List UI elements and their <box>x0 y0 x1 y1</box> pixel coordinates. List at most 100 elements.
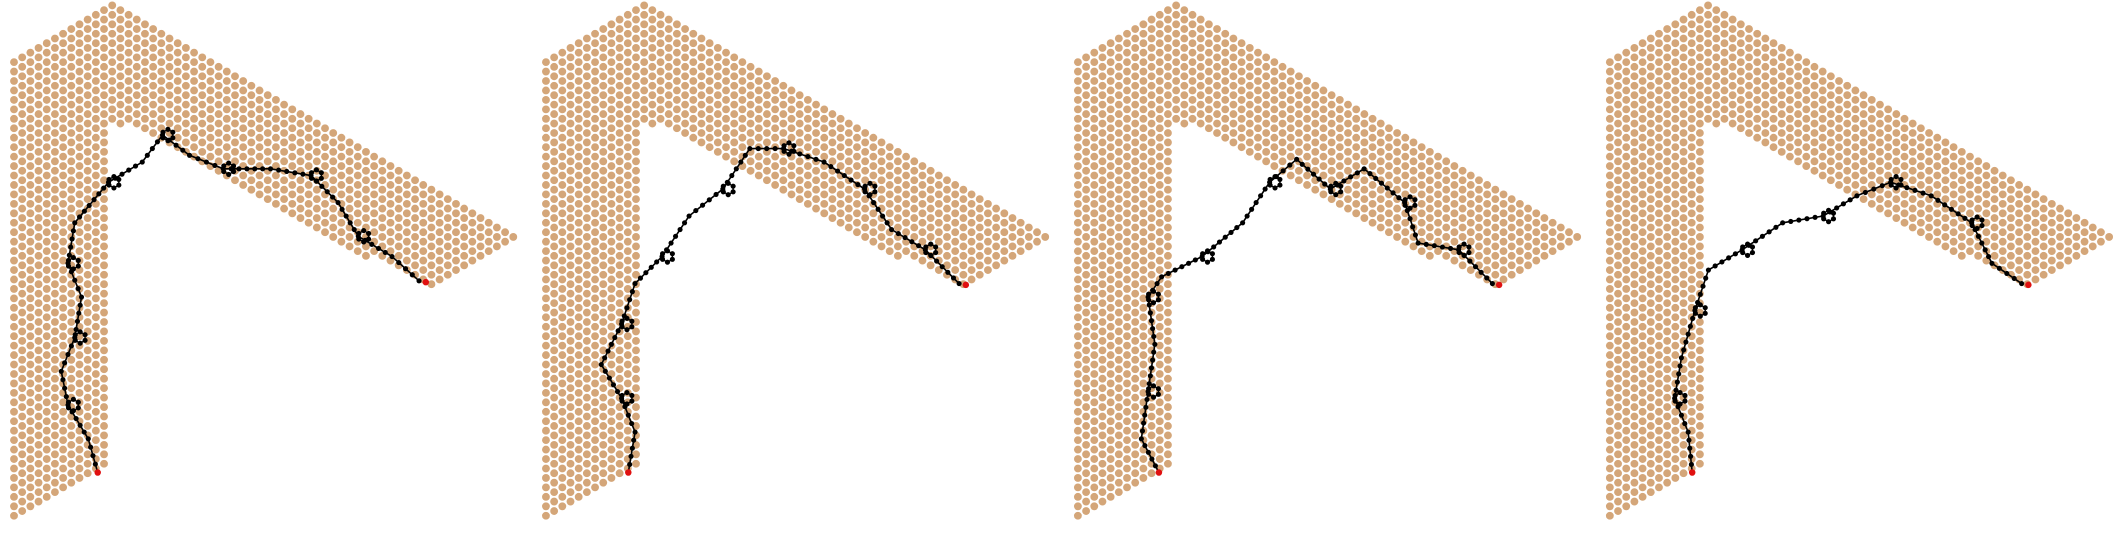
lattice-site <box>1106 322 1115 331</box>
lattice-site <box>67 110 76 119</box>
lattice-site <box>566 110 575 119</box>
lattice-site <box>1082 81 1091 90</box>
lattice-site <box>648 15 657 24</box>
lattice-site <box>2015 190 2024 199</box>
lattice-site <box>18 308 27 317</box>
lattice-site <box>1155 95 1164 104</box>
lattice-site <box>1409 157 1418 166</box>
lattice-site <box>779 91 788 100</box>
lattice-site <box>1736 77 1745 85</box>
lattice-site <box>599 469 608 478</box>
lattice-site <box>59 86 68 95</box>
lattice-site <box>206 133 215 142</box>
lattice-site <box>1164 53 1172 62</box>
lattice-site <box>1073 256 1082 265</box>
lattice-site <box>975 223 984 232</box>
lattice-site <box>1687 237 1696 246</box>
lattice-site <box>51 289 59 298</box>
lattice-site <box>1630 91 1639 100</box>
lattice-site <box>173 124 182 133</box>
lattice-site <box>1638 95 1647 104</box>
lattice-site <box>51 450 59 459</box>
lattice-site <box>599 62 608 71</box>
lattice-site <box>370 152 379 161</box>
lattice-site <box>2006 223 2015 232</box>
lattice-site <box>2031 275 2040 284</box>
lattice-site <box>828 138 837 147</box>
path-site <box>1447 245 1454 251</box>
lattice-site <box>1655 199 1663 208</box>
lattice-site <box>632 251 640 260</box>
lattice-site <box>1082 223 1091 232</box>
path-site <box>88 444 94 450</box>
lattice-site <box>1286 95 1295 104</box>
lattice-site <box>1794 129 1803 137</box>
path-site <box>1228 229 1234 235</box>
path-site <box>70 266 76 272</box>
lattice-site <box>100 270 108 279</box>
lattice-site <box>754 133 763 142</box>
lattice-site <box>26 105 35 114</box>
lattice-site <box>1802 95 1811 104</box>
lattice-site <box>1663 195 1672 204</box>
lattice-site <box>1082 327 1091 336</box>
lattice-site <box>656 105 665 114</box>
lattice-site <box>1941 138 1950 147</box>
path-site <box>77 302 83 308</box>
lattice-site <box>100 81 108 90</box>
lattice-site <box>902 152 910 161</box>
lattice-site <box>1736 39 1745 48</box>
lattice-site <box>18 233 27 241</box>
lattice-site <box>1082 280 1091 289</box>
lattice-site <box>910 223 919 232</box>
lattice-site <box>1655 114 1663 123</box>
lattice-site <box>18 100 27 109</box>
lattice-site <box>91 86 100 95</box>
lattice-site <box>1196 25 1205 33</box>
lattice-site <box>75 77 84 85</box>
lattice-site <box>574 124 583 133</box>
path-site <box>1749 244 1756 250</box>
lattice-site <box>599 100 608 109</box>
lattice-site <box>75 228 84 237</box>
lattice-site <box>312 185 321 194</box>
lattice-site <box>75 162 84 170</box>
lattice-site <box>75 275 84 284</box>
lattice-site <box>1425 251 1434 260</box>
lattice-site <box>1139 266 1148 274</box>
path-site <box>66 252 72 258</box>
lattice-site <box>2088 223 2097 232</box>
lattice-site <box>132 34 141 43</box>
lattice-site <box>558 341 567 350</box>
lattice-site <box>51 299 59 308</box>
lattice-site <box>1630 81 1639 90</box>
lattice-site <box>1679 459 1688 468</box>
lattice-site <box>1475 176 1483 185</box>
lattice-site <box>607 266 616 274</box>
lattice-site <box>1859 166 1868 175</box>
lattice-site <box>1491 251 1500 260</box>
lattice-site <box>1147 242 1156 251</box>
lattice-site <box>1098 318 1107 326</box>
lattice-site <box>836 209 845 218</box>
lattice-site <box>1605 464 1614 473</box>
lattice-site <box>378 166 387 175</box>
lattice-site <box>951 209 960 218</box>
lattice-site <box>566 138 575 147</box>
lattice-site <box>83 138 92 147</box>
lattice-site <box>1237 133 1246 142</box>
lattice-site <box>1507 223 1516 232</box>
lattice-site <box>51 431 59 440</box>
lattice-site <box>607 388 616 397</box>
lattice-site <box>1073 143 1082 152</box>
lattice-site <box>1139 181 1148 189</box>
lattice-site <box>1221 58 1230 67</box>
lattice-site <box>746 119 755 128</box>
lattice-site <box>1916 162 1925 170</box>
lattice-site <box>574 388 583 397</box>
lattice-site <box>1679 289 1688 298</box>
lattice-site <box>1393 204 1402 213</box>
lattice-site <box>271 171 280 180</box>
lattice-site <box>1286 124 1295 133</box>
lattice-site <box>664 81 673 90</box>
